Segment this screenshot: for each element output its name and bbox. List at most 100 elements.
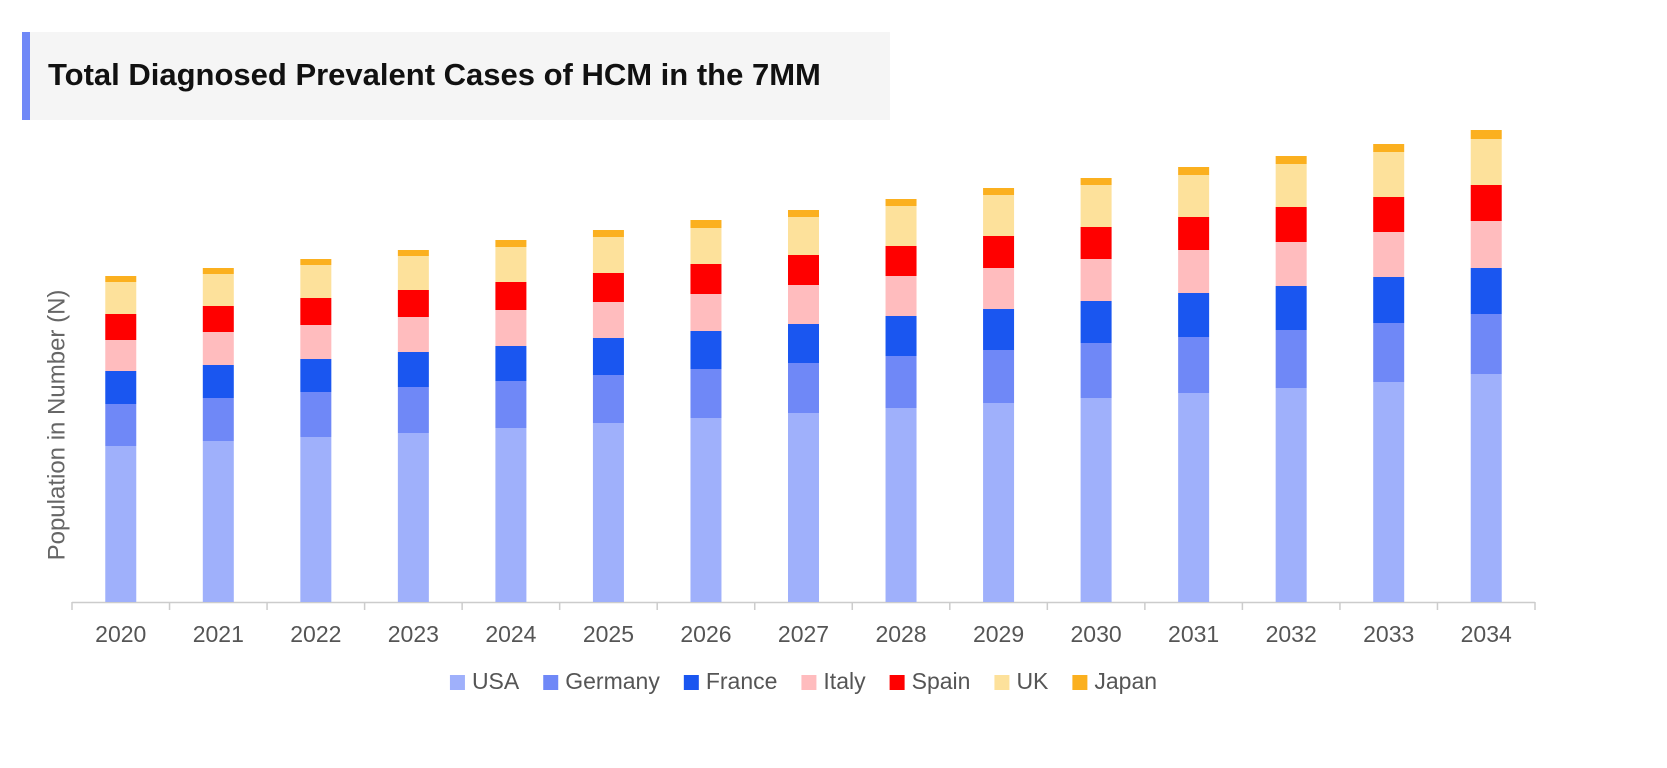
bar-segment (885, 199, 917, 206)
legend-swatch (889, 675, 905, 690)
bar-segment (202, 332, 234, 365)
bar-segment (1080, 398, 1112, 602)
bar-segment (495, 310, 527, 346)
legend-label: Spain (912, 668, 971, 694)
bar-segment (1373, 323, 1405, 382)
bar-segment (105, 371, 137, 404)
x-tick-label: 2027 (778, 621, 829, 647)
bar-segment (592, 423, 624, 602)
bar-segment (788, 285, 819, 324)
bar-segment (105, 282, 137, 314)
bar-segment (983, 350, 1015, 403)
bar-segment (1178, 217, 1210, 250)
legend-label: Germany (565, 668, 660, 694)
bar-segment (690, 264, 722, 294)
bar-segment (300, 359, 332, 392)
bar-segment (788, 413, 819, 602)
bar-segment (1178, 393, 1210, 602)
bar-segment (397, 256, 429, 290)
bar-segment (495, 381, 527, 428)
legend-swatch (449, 675, 465, 690)
bar-segment (202, 441, 234, 602)
bar-segment (397, 433, 429, 602)
bar-segment (495, 428, 527, 602)
bar-segment (1275, 242, 1307, 286)
bar-segment (592, 273, 624, 302)
bar-segment (1275, 156, 1307, 164)
bar-segment (592, 302, 624, 338)
bar-segment (690, 294, 722, 331)
bar-segment (300, 265, 332, 298)
bar-segment (592, 338, 624, 375)
bar-segment (300, 392, 332, 437)
chart-title: Total Diagnosed Prevalent Cases of HCM i… (48, 57, 821, 92)
bar-segment (1470, 268, 1502, 314)
x-tick-label: 2026 (680, 621, 731, 647)
x-tick-label: 2023 (388, 621, 439, 647)
bar-segment (1080, 301, 1112, 343)
bar-segment (105, 340, 137, 371)
bar-segment (788, 255, 819, 285)
bar-segment (397, 352, 429, 387)
bar-segment (690, 331, 722, 369)
bar-segment (885, 206, 917, 246)
bar-segment (1178, 337, 1210, 393)
bar-segment (592, 237, 624, 273)
bar-segment (690, 418, 722, 602)
bar-segment (397, 290, 429, 317)
bar-segment (1470, 221, 1502, 268)
bar-segment (495, 282, 527, 310)
legend-swatch (994, 675, 1010, 690)
bar-segment (592, 375, 624, 423)
bar-segment (1373, 152, 1405, 197)
bar-segment (983, 188, 1015, 195)
x-tick-label: 2021 (193, 621, 244, 647)
bar-segment (690, 369, 722, 418)
bar-segment (788, 363, 819, 413)
bar-segment (1470, 374, 1502, 602)
bar-segment (1275, 286, 1307, 330)
bar-segment (495, 240, 527, 247)
bar-segment (983, 236, 1015, 268)
x-tick-label: 2032 (1266, 621, 1317, 647)
bar-segment (105, 276, 137, 282)
x-tick-label: 2033 (1363, 621, 1414, 647)
bar-segment (983, 195, 1015, 236)
legend-swatch (683, 675, 699, 690)
legend-swatch (1072, 675, 1088, 690)
bar-segment (105, 404, 137, 446)
bar-segment (1080, 259, 1112, 301)
bar-segment (202, 365, 234, 398)
x-tick-label: 2025 (583, 621, 634, 647)
bar-segment (885, 316, 917, 356)
bar-segment (105, 314, 137, 340)
bar-segment (495, 346, 527, 381)
bar-segment (1373, 144, 1405, 152)
bar-segment (1373, 232, 1405, 277)
x-tick-label: 2031 (1168, 621, 1219, 647)
title-accent (22, 32, 30, 120)
legend-label: USA (472, 668, 520, 694)
bar-segment (788, 210, 819, 217)
bar-segment (690, 220, 722, 228)
bar-segment (1470, 185, 1502, 221)
bar-segment (1470, 139, 1502, 185)
bar-segment (202, 274, 234, 306)
bar-segment (202, 398, 234, 441)
x-tick-label: 2034 (1461, 621, 1512, 647)
bar-segment (1178, 250, 1210, 293)
legend-label: France (706, 668, 778, 694)
bar-segment (788, 217, 819, 255)
x-tick-label: 2024 (485, 621, 536, 647)
bar-segment (495, 247, 527, 282)
legend-swatch (543, 675, 559, 690)
bar-segment (885, 356, 917, 408)
y-axis-label: Population in Number (N) (43, 290, 70, 561)
legend-swatch (801, 675, 817, 690)
legend-label: UK (1016, 668, 1049, 694)
bar-segment (1080, 185, 1112, 227)
bar-segment (300, 259, 332, 265)
bar-segment (983, 268, 1015, 309)
bar-segment (1470, 130, 1502, 139)
bar-segment (105, 446, 137, 602)
